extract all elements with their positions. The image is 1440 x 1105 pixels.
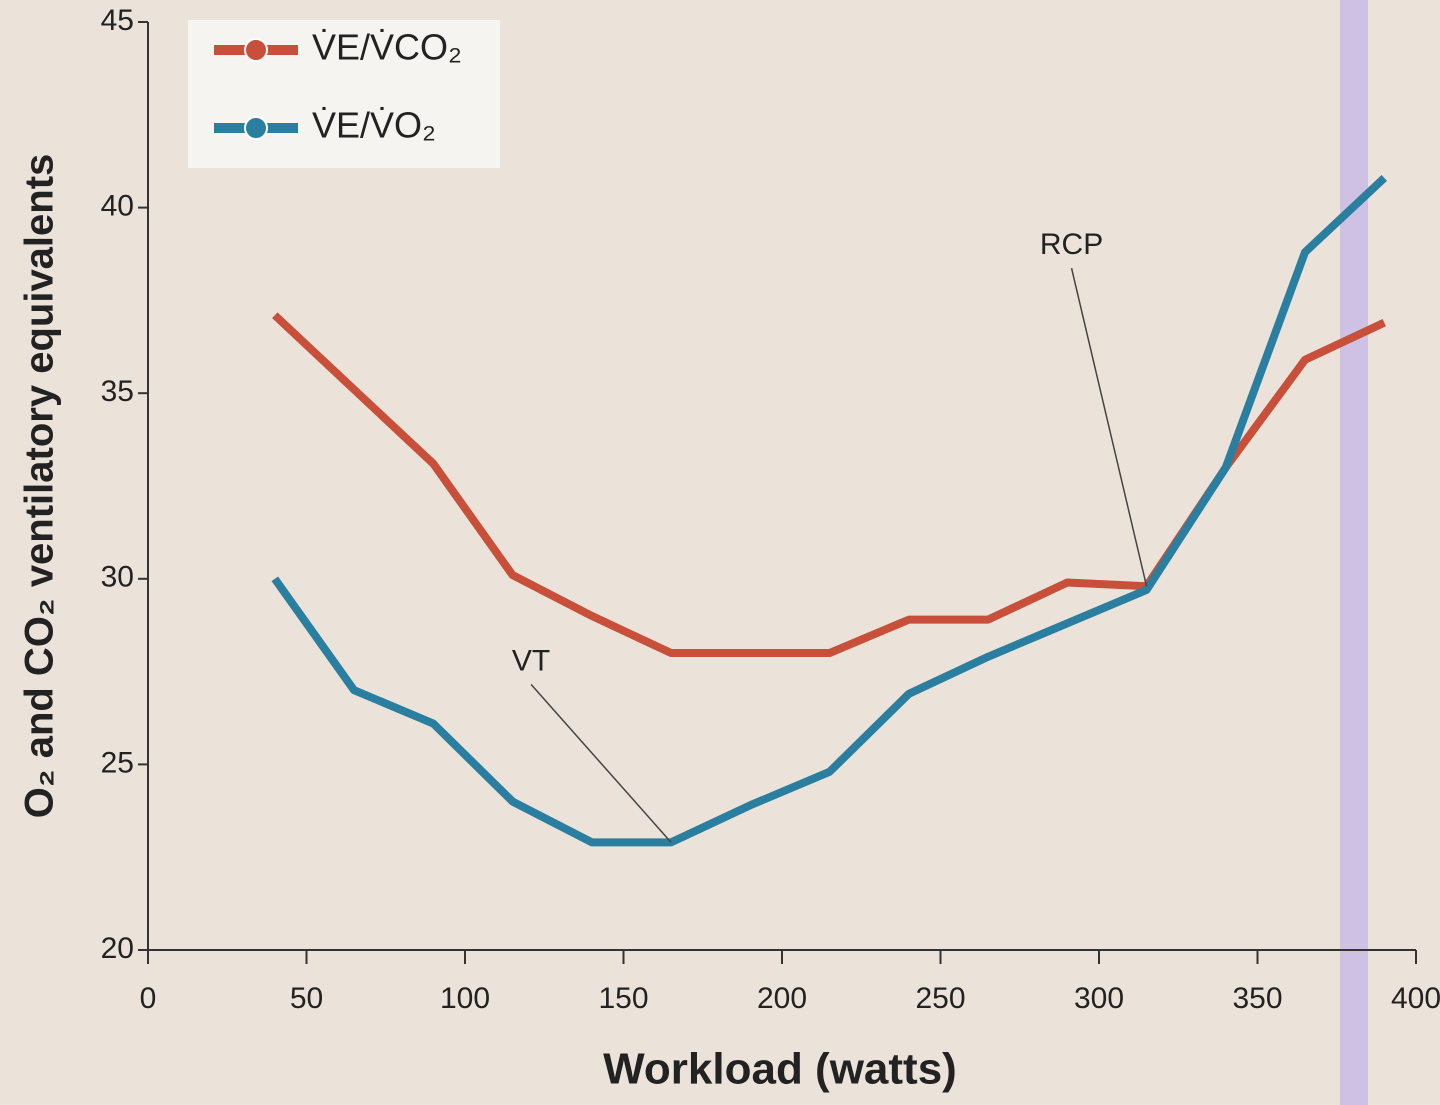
- y-tick-label: 45: [101, 4, 134, 37]
- x-tick-label: 50: [290, 982, 323, 1015]
- legend-label: V̇E/V̇O₂: [312, 105, 436, 146]
- x-tick-label: 400: [1391, 982, 1440, 1015]
- x-tick-label: 250: [915, 982, 965, 1015]
- y-tick-label: 30: [101, 561, 134, 594]
- legend-marker: [244, 38, 268, 62]
- y-tick-label: 35: [101, 375, 134, 408]
- annotation-label: RCP: [1040, 228, 1103, 261]
- x-axis-label: Workload (watts): [603, 1045, 957, 1094]
- x-tick-label: 200: [757, 982, 807, 1015]
- x-tick-label: 150: [598, 982, 648, 1015]
- y-tick-label: 25: [101, 746, 134, 779]
- legend-marker: [244, 116, 268, 140]
- data-line: [271, 174, 1388, 847]
- annotation-line: [530, 683, 672, 843]
- annotation-line: [1070, 268, 1148, 587]
- legend-label: V̇E/V̇CO₂: [312, 27, 462, 68]
- x-tick-label: 0: [140, 982, 157, 1015]
- annotation-label: VT: [512, 644, 550, 677]
- x-tick-label: 350: [1232, 982, 1282, 1015]
- x-tick-label: 100: [440, 982, 490, 1015]
- highlight-band: [1340, 0, 1368, 1105]
- y-tick-label: 40: [101, 190, 134, 223]
- legend-box: [188, 20, 500, 168]
- x-tick-label: 300: [1074, 982, 1124, 1015]
- y-axis-label: O₂ and CO₂ ventilatory equivalents: [18, 154, 62, 819]
- y-tick-label: 20: [101, 932, 134, 965]
